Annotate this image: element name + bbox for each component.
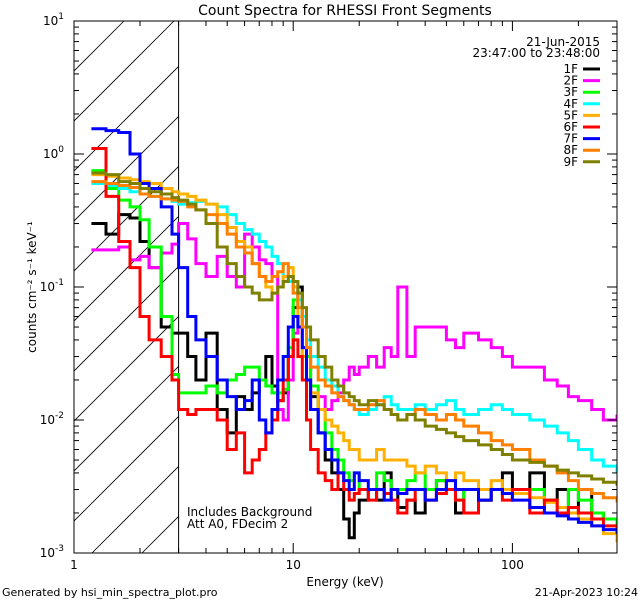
- hatch-line: [74, 65, 179, 172]
- series-line-8F: [91, 180, 617, 503]
- hatch-line: [74, 415, 179, 522]
- chart-title: Count Spectra for RHESSI Front Segments: [198, 3, 492, 19]
- background-annotation: Includes Background: [187, 505, 312, 519]
- hatch-line: [74, 215, 179, 322]
- legend-label-7F: 7F: [563, 132, 578, 146]
- series-line-5F: [91, 173, 617, 543]
- x-tick-label: 100: [501, 558, 524, 572]
- legend-label-4F: 4F: [563, 97, 578, 111]
- y-tick-label: 10-2: [40, 411, 64, 427]
- footer-generator: Generated by hsi_min_spectra_plot.pro: [2, 586, 218, 599]
- legend-label-6F: 6F: [563, 120, 578, 134]
- legend-label-1F: 1F: [563, 62, 578, 76]
- footer-timestamp: 21-Apr-2023 10:24: [535, 586, 638, 599]
- series-line-7F: [91, 127, 617, 534]
- attenuator-hatch-region: [74, 21, 640, 553]
- x-tick-label: 1: [70, 558, 78, 572]
- series-group: [91, 127, 617, 543]
- date-label: 21-Jun-2015: [526, 35, 600, 49]
- legend-label-8F: 8F: [563, 143, 578, 157]
- x-tick-label: 10: [286, 558, 301, 572]
- series-line-4F: [91, 182, 617, 473]
- hatch-line: [392, 21, 640, 553]
- attenuator-annotation: Att A0, FDecim 2: [187, 517, 288, 531]
- x-axis-label: Energy (keV): [306, 575, 383, 589]
- series-line-9F: [91, 171, 617, 486]
- y-tick-label: 101: [43, 12, 64, 28]
- hatch-line: [74, 21, 175, 122]
- hatch-line: [74, 365, 179, 472]
- y-tick-label: 100: [43, 145, 64, 161]
- axis-ticks: 1 10 100 10-3 10-2 10-1 100 101: [40, 12, 618, 572]
- legend-label-2F: 2F: [563, 74, 578, 88]
- y-tick-label: 10-1: [40, 278, 64, 294]
- legend-label-3F: 3F: [563, 85, 578, 99]
- y-axis-label: counts cm⁻² s⁻¹ keV⁻¹: [25, 221, 39, 353]
- y-tick-label: 10-3: [40, 544, 64, 560]
- time-range-label: 23:47:00 to 23:48:00: [473, 46, 600, 60]
- legend-label-5F: 5F: [563, 108, 578, 122]
- hatch-line: [74, 265, 179, 372]
- series-line-2F: [91, 222, 617, 422]
- legend-label-9F: 9F: [563, 155, 578, 169]
